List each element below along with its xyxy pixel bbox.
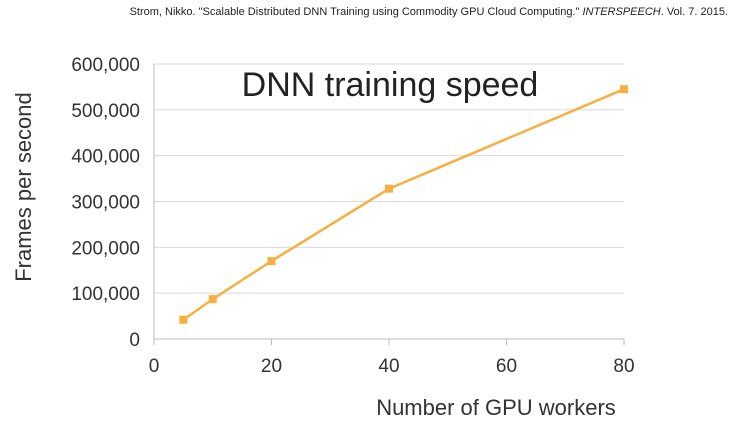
y-tick-label: 600,000: [71, 55, 140, 76]
x-tick-label: 40: [378, 356, 399, 377]
citation: Strom, Nikko. "Scalable Distributed DNN …: [130, 6, 728, 18]
x-axis-title: Number of GPU workers: [376, 395, 616, 420]
x-tick-label: 20: [261, 356, 282, 377]
data-point: [208, 295, 217, 304]
citation-suffix: . Vol. 7. 2015.: [660, 6, 728, 18]
y-tick-label: 200,000: [71, 238, 140, 259]
y-tick-label: 300,000: [71, 193, 140, 214]
citation-venue: INTERSPEECH: [582, 6, 661, 18]
series-line: [182, 88, 625, 321]
y-axis-ticks: 0 100,000 200,000 300,000 400,000 500,000 600,…: [71, 55, 140, 351]
x-tick-label: 60: [496, 356, 517, 377]
y-axis-title: Frames per second: [11, 92, 36, 282]
data-point: [385, 184, 393, 193]
x-axis-ticks: 0 20 40 60 80: [149, 339, 635, 377]
citation-text: Strom, Nikko. "Scalable Distributed DNN …: [129, 6, 580, 18]
gridlines: [153, 63, 624, 340]
chart-title: DNN training speed: [242, 66, 539, 104]
y-tick-label: 500,000: [71, 101, 140, 122]
x-tick-label: 80: [613, 356, 634, 377]
x-tick-label: 0: [149, 356, 160, 377]
series-group: [179, 85, 628, 324]
data-point: [620, 85, 628, 94]
data-point: [267, 257, 276, 266]
y-tick-label: 100,000: [71, 284, 140, 305]
data-point: [179, 315, 188, 324]
y-tick-label: 0: [129, 330, 140, 351]
y-tick-label: 400,000: [71, 147, 140, 168]
